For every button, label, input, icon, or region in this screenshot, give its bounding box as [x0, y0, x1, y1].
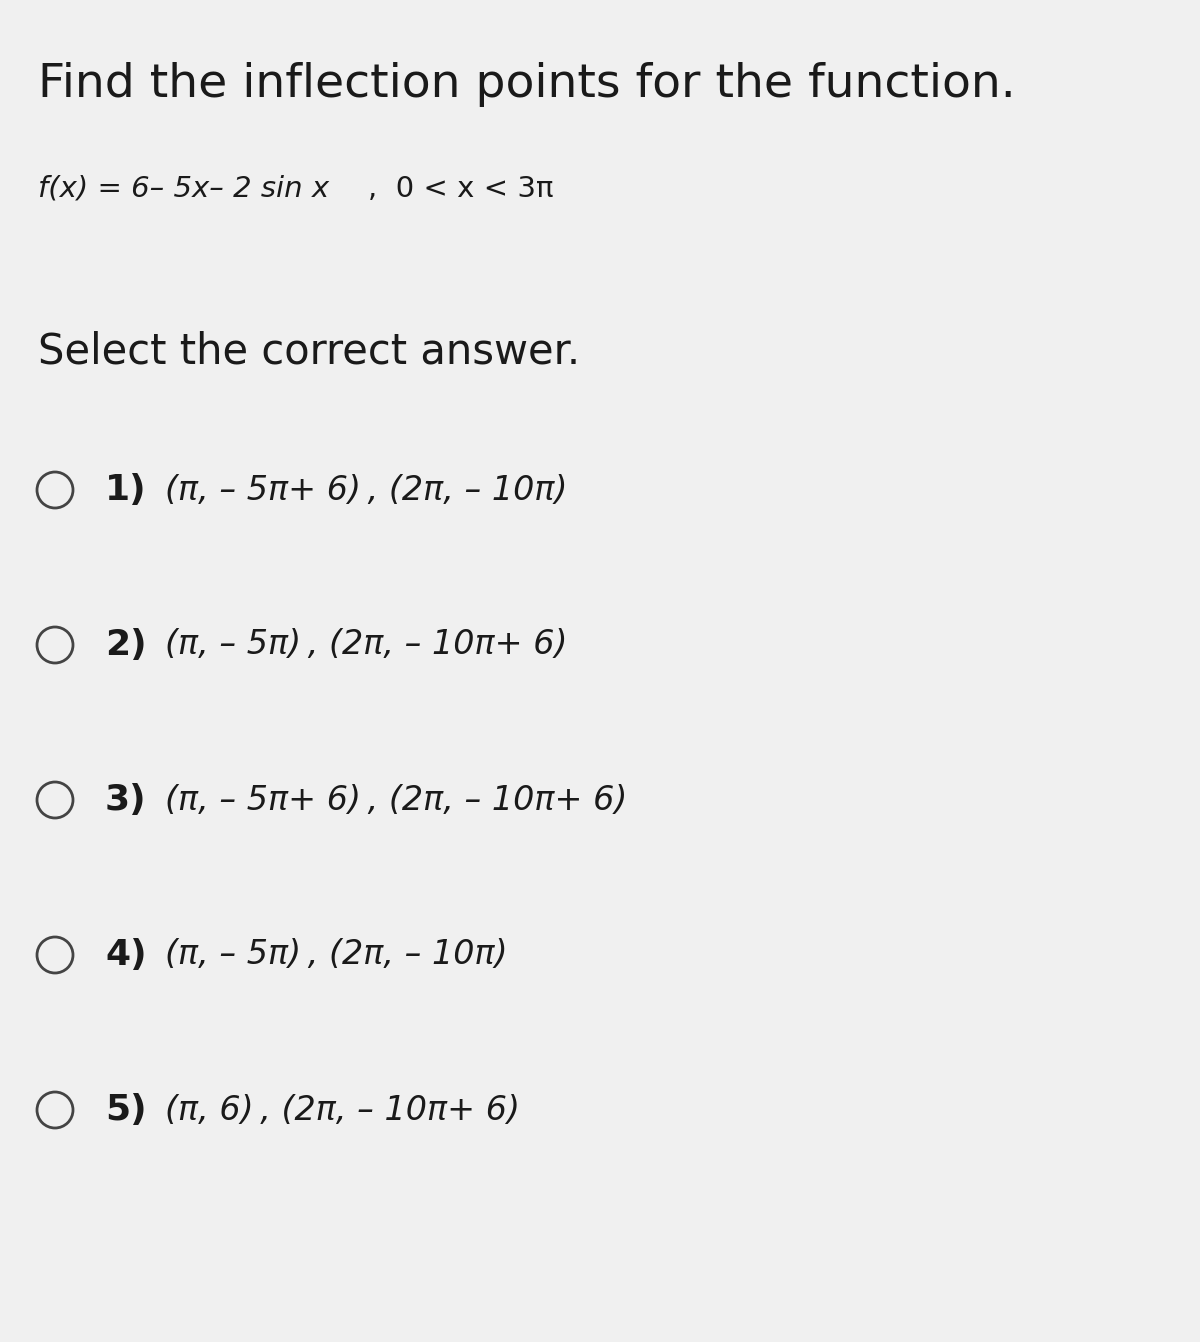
Text: (π, – 5π) , (2π, – 10π+ 6): (π, – 5π) , (2π, – 10π+ 6) [166, 628, 568, 662]
Text: (π, – 5π+ 6) , (2π, – 10π+ 6): (π, – 5π+ 6) , (2π, – 10π+ 6) [166, 784, 628, 816]
Text: ,  0 < x < 3π: , 0 < x < 3π [368, 174, 553, 203]
Text: f(x) = 6– 5x– 2 sin x: f(x) = 6– 5x– 2 sin x [38, 174, 329, 203]
Text: 4): 4) [106, 938, 146, 972]
Text: 2): 2) [106, 628, 146, 662]
Text: (π, – 5π) , (2π, – 10π): (π, – 5π) , (2π, – 10π) [166, 938, 508, 972]
Text: 5): 5) [106, 1092, 146, 1127]
Text: Find the inflection points for the function.: Find the inflection points for the funct… [38, 62, 1015, 107]
Text: 3): 3) [106, 782, 146, 817]
Text: Select the correct answer.: Select the correct answer. [38, 330, 580, 372]
Text: (π, – 5π+ 6) , (2π, – 10π): (π, – 5π+ 6) , (2π, – 10π) [166, 474, 568, 506]
Text: 1): 1) [106, 472, 146, 507]
Text: (π, 6) , (2π, – 10π+ 6): (π, 6) , (2π, – 10π+ 6) [166, 1094, 520, 1126]
